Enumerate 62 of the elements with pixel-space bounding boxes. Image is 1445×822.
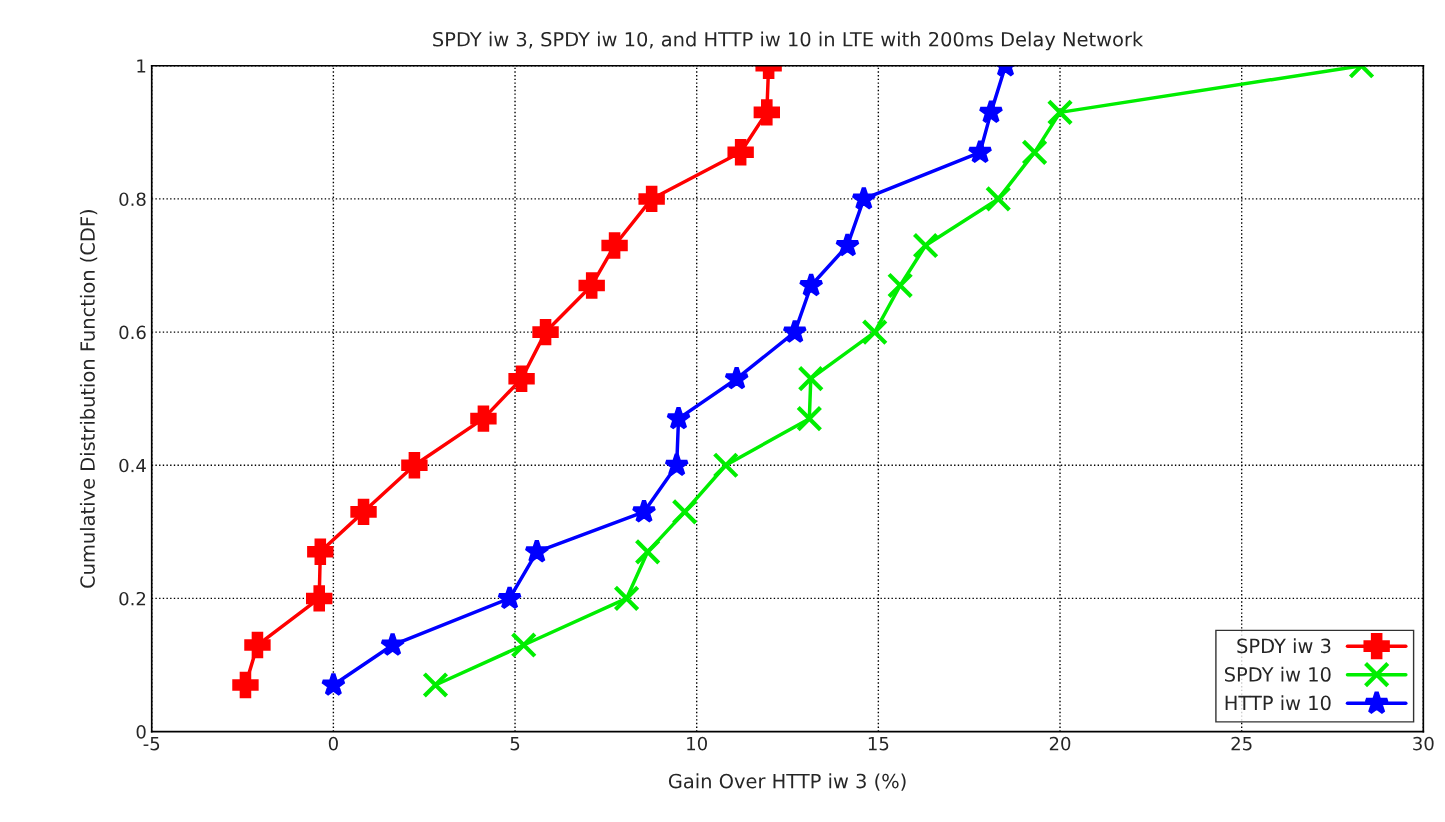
x-tick-label: 10	[687, 736, 707, 751]
point	[985, 185, 1012, 213]
y-tick-label: 0.6	[119, 325, 146, 340]
point	[578, 272, 605, 299]
x-tick-label: 5	[510, 737, 520, 751]
point	[912, 232, 939, 259]
y-tick-label: 1	[137, 59, 146, 73]
point	[861, 318, 888, 346]
point	[753, 99, 781, 126]
point	[665, 405, 692, 430]
point	[508, 365, 535, 392]
point	[350, 498, 377, 526]
legend-label: SPDY iw 3	[1237, 638, 1331, 654]
point	[631, 498, 657, 523]
point	[601, 232, 628, 259]
chart-title: SPDY iw 3, SPDY iw 10, and HTTP iw 10 in LTE with 200ms Delay Network	[433, 31, 1144, 51]
point	[797, 365, 824, 392]
x-tick-label: 30	[1413, 736, 1434, 751]
point	[307, 538, 334, 566]
point	[1046, 99, 1074, 126]
y-tick-label: 0.4	[119, 458, 146, 473]
point	[496, 585, 523, 610]
point	[320, 671, 347, 697]
point	[634, 538, 661, 566]
point	[886, 272, 914, 299]
x-tick-label: -5	[143, 737, 160, 751]
point	[712, 452, 739, 479]
point	[510, 631, 537, 659]
point	[967, 139, 993, 164]
y-axis-title: Cumulative Distribution Function (CDF)	[79, 210, 98, 588]
x-axis-title: Gain Over HTTP iw 3 (%)	[668, 773, 906, 791]
x-tick-label: 20	[1049, 736, 1071, 751]
x-tick-label: 15	[868, 737, 889, 751]
legend-label: HTTP iw 10	[1225, 695, 1331, 711]
point	[978, 99, 1004, 124]
point	[851, 185, 877, 210]
point	[727, 139, 754, 166]
y-tick-label: 0.2	[119, 591, 146, 606]
point	[244, 631, 271, 659]
legend-label: SPDY iw 10	[1224, 666, 1331, 682]
point	[671, 498, 698, 526]
point	[798, 272, 824, 297]
point	[796, 405, 823, 432]
x-tick-label: 0	[328, 736, 338, 751]
point	[532, 318, 559, 346]
point	[306, 585, 333, 612]
point	[1021, 139, 1048, 166]
point	[782, 318, 808, 344]
point	[638, 185, 665, 213]
point	[379, 631, 406, 657]
point	[613, 585, 640, 612]
point	[664, 452, 690, 477]
point	[724, 365, 750, 390]
point	[834, 232, 861, 257]
point	[401, 452, 428, 479]
point	[470, 405, 497, 432]
y-tick-label: 0.8	[119, 192, 146, 207]
x-tick-label: 25	[1231, 736, 1252, 751]
point	[232, 671, 259, 699]
point	[524, 538, 550, 563]
y-tick-label: 0	[136, 725, 146, 739]
point	[422, 671, 449, 699]
